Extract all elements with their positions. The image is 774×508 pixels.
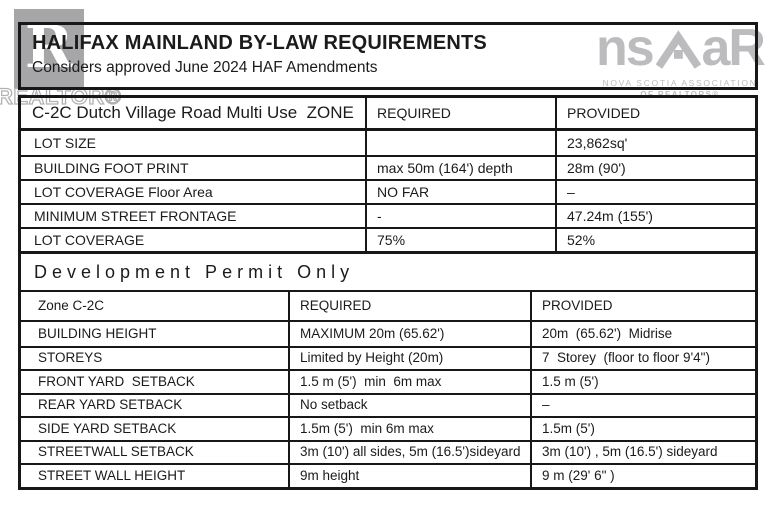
row-provided: 52% — [555, 229, 755, 251]
nsar-association-line: NOVA SCOTIA ASSOCIATION — [602, 78, 758, 88]
table-row: STOREYS Limited by Height (20m) 7 Storey… — [21, 345, 755, 369]
row-label: LOT COVERAGE — [34, 231, 145, 248]
row-label: STREETWALL SETBACK — [38, 444, 194, 460]
table-row: STREETWALL SETBACK 3m (10') all sides, 5… — [21, 439, 755, 463]
row-label: BUILDING FOOT PRINT — [34, 159, 189, 176]
development-permit-heading: Development Permit Only — [21, 251, 755, 292]
row-required: 9m height — [288, 465, 530, 487]
row-provided: 23,862sq' — [555, 131, 755, 155]
realtor-r-glyph: R — [24, 12, 74, 81]
row-provided: 3m (10') , 5m (16.5') sideyard — [530, 441, 755, 463]
table-row: LOT COVERAGE 75% 52% — [21, 227, 755, 251]
row-label: BUILDING HEIGHT — [38, 325, 157, 341]
row-label: FRONT YARD SETBACK — [38, 373, 195, 389]
row-required: 75% — [365, 229, 555, 251]
row-provided: 20m (65.62') Midrise — [530, 322, 755, 346]
page-title: HALIFAX MAINLAND BY-LAW REQUIREMENTS — [32, 32, 487, 54]
table2-required-header: REQUIRED — [288, 292, 530, 320]
row-provided: 1.5 m (5') — [530, 371, 755, 393]
table-row: MINIMUM STREET FRONTAGE - 47.24m (155') — [21, 203, 755, 227]
table1-provided-header: PROVIDED — [555, 98, 755, 128]
row-required: max 50m (164') depth — [365, 157, 555, 179]
row-required — [365, 131, 555, 155]
row-label: SIDE YARD SETBACK — [38, 420, 177, 436]
row-required: - — [365, 205, 555, 227]
row-required: Limited by Height (20m) — [288, 347, 530, 369]
table-row: LOT COVERAGE Floor Area NO FAR – — [21, 179, 755, 203]
nsar-realtors-line: OF REALTORS® — [640, 90, 720, 99]
page-subtitle: Considers approved June 2024 HAF Amendme… — [32, 59, 378, 76]
row-provided: – — [555, 181, 755, 203]
row-required: NO FAR — [365, 181, 555, 203]
nsar-text-left: ns — [596, 19, 655, 78]
bylaw-tables: C-2C Dutch Village Road Multi Use ZONE R… — [18, 95, 758, 490]
row-required: 1.5 m (5') min 6m max — [288, 371, 530, 393]
table-row: BUILDING FOOT PRINT max 50m (164') depth… — [21, 155, 755, 179]
table2-zone-header: Zone C-2C — [38, 297, 105, 313]
row-provided: 9 m (29' 6" ) — [530, 465, 755, 487]
row-label: MINIMUM STREET FRONTAGE — [34, 207, 237, 224]
row-provided: – — [530, 394, 755, 416]
row-provided: 28m (90') — [555, 157, 755, 179]
nsar-watermark: ns aR NOVA SCOTIA ASSOCIATION OF REALTOR… — [596, 19, 766, 99]
table-row: REAR YARD SETBACK No setback – — [21, 392, 755, 416]
row-provided: 47.24m (155') — [555, 205, 755, 227]
row-label: STOREYS — [38, 350, 103, 366]
row-required: MAXIMUM 20m (65.62') — [288, 322, 530, 346]
row-label: STREET WALL HEIGHT — [38, 467, 186, 483]
house-icon — [655, 30, 701, 69]
table1-required-header: REQUIRED — [365, 98, 555, 128]
row-provided: 7 Storey (floor to floor 9'4") — [530, 347, 755, 369]
table-row: BUILDING HEIGHT MAXIMUM 20m (65.62') 20m… — [21, 322, 755, 346]
row-label: LOT COVERAGE Floor Area — [34, 183, 213, 200]
row-provided: 1.5m (5') — [530, 418, 755, 440]
row-label: REAR YARD SETBACK — [38, 397, 183, 413]
table-row: FRONT YARD SETBACK 1.5 m (5') min 6m max… — [21, 369, 755, 393]
row-required: 1.5m (5') min 6m max — [288, 418, 530, 440]
table1-zone-header: C-2C Dutch Village Road Multi Use ZONE — [32, 103, 354, 123]
row-label: LOT SIZE — [34, 134, 96, 151]
row-required: No setback — [288, 394, 530, 416]
table-row: STREET WALL HEIGHT 9m height 9 m (29' 6"… — [21, 463, 755, 487]
row-required: 3m (10') all sides, 5m (16.5')sideyard — [288, 441, 530, 463]
title-box: HALIFAX MAINLAND BY-LAW REQUIREMENTS Con… — [18, 22, 758, 90]
table1-header-row: C-2C Dutch Village Road Multi Use ZONE R… — [21, 98, 755, 131]
table2-header-row: Zone C-2C REQUIRED PROVIDED — [21, 292, 755, 322]
table-row: LOT SIZE 23,862sq' — [21, 131, 755, 155]
table-row: SIDE YARD SETBACK 1.5m (5') min 6m max 1… — [21, 416, 755, 440]
table2-provided-header: PROVIDED — [530, 292, 755, 320]
